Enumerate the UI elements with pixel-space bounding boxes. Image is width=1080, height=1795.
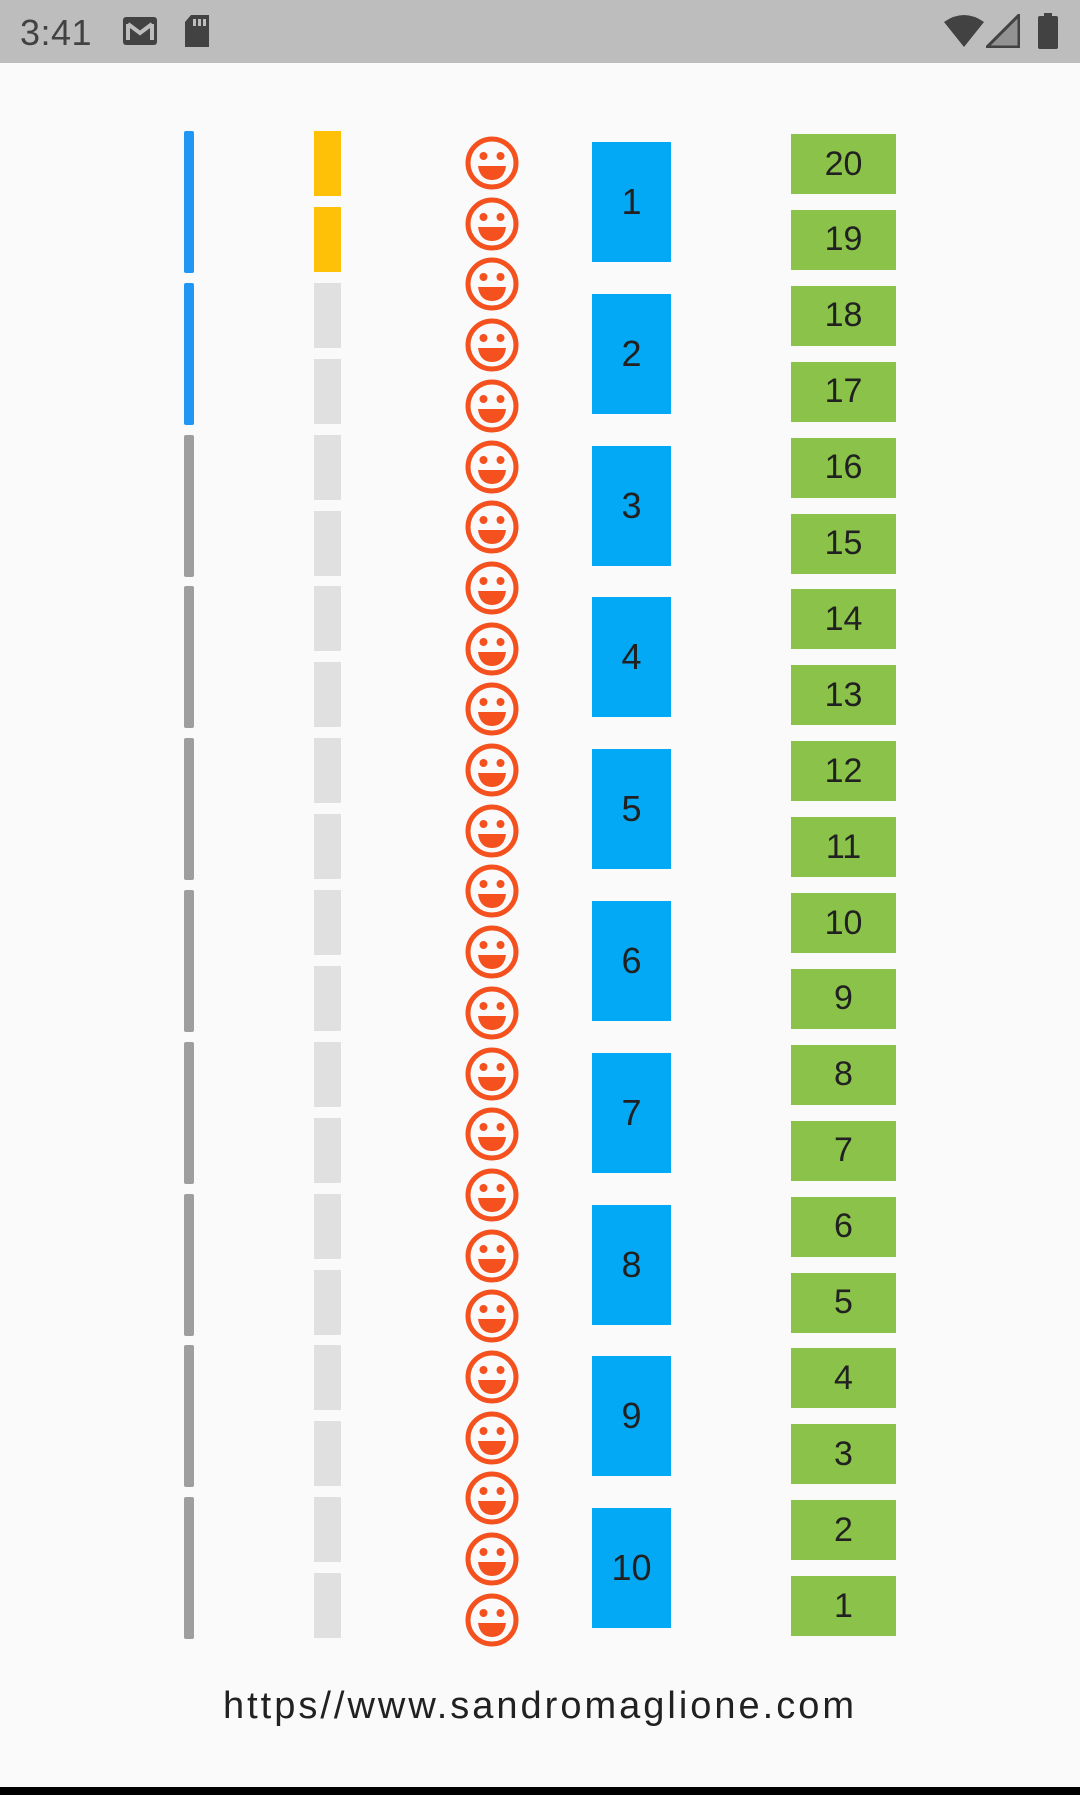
blue-box: 3	[592, 445, 671, 566]
green-box: 4	[791, 1348, 896, 1409]
step-segment	[314, 510, 341, 576]
smiley-icon	[465, 925, 519, 979]
smiley-icon	[465, 1471, 519, 1525]
smiley-icon	[465, 1532, 519, 1586]
progress-segment	[184, 434, 194, 577]
footer-url[interactable]: https//www.sandromaglione.com	[222, 1685, 858, 1727]
green-box: 7	[791, 1120, 896, 1181]
step-segment	[314, 738, 341, 804]
sd-card-icon	[185, 15, 209, 47]
smiley-icon	[465, 440, 519, 493]
smiley-icon	[465, 1593, 519, 1647]
progress-segment	[184, 738, 194, 881]
green-box: 9	[791, 968, 896, 1029]
green-box: 16	[791, 437, 896, 498]
step-segment	[314, 890, 341, 955]
gmail-icon	[123, 17, 157, 45]
green-box: 6	[791, 1196, 896, 1257]
progress-segment	[184, 1345, 194, 1488]
green-box: 3	[791, 1424, 896, 1485]
progress-segment	[184, 586, 194, 729]
smiley-icon	[465, 622, 519, 676]
smiley-icon	[465, 1289, 519, 1343]
step-segment	[314, 1421, 341, 1487]
step-segment	[314, 1497, 341, 1563]
smiley-icon	[465, 318, 519, 372]
smiley-icon	[465, 379, 519, 433]
smiley-icon	[465, 257, 519, 311]
blue-box: 2	[592, 293, 671, 414]
blue-box: 4	[592, 597, 671, 718]
step-segment	[314, 358, 341, 424]
smiley-icon	[465, 136, 519, 190]
blue-box: 6	[592, 901, 671, 1021]
green-box: 12	[791, 741, 896, 802]
smiley-icon	[465, 986, 519, 1040]
navigation-bar	[0, 1787, 1080, 1795]
green-box: 20	[791, 134, 896, 194]
progress-segment	[184, 131, 194, 273]
smiley-icon	[465, 1229, 519, 1283]
smiley-icon	[465, 1107, 519, 1161]
progress-segment	[184, 1497, 194, 1640]
smiley-icon	[465, 804, 519, 858]
green-box: 13	[791, 665, 896, 726]
green-box: 2	[791, 1500, 896, 1561]
green-box: 19	[791, 209, 896, 270]
smiley-icon	[465, 1168, 519, 1222]
green-box: 8	[791, 1044, 896, 1105]
smiley-icon	[465, 864, 519, 918]
smiley-icon	[465, 561, 519, 615]
green-box: 17	[791, 361, 896, 422]
step-segment	[314, 1573, 341, 1639]
wifi-icon	[944, 15, 984, 47]
smiley-icon	[465, 743, 519, 797]
step-segment	[314, 1117, 341, 1183]
smiley-icon	[465, 197, 519, 251]
green-box: 18	[791, 285, 896, 346]
green-box: 5	[791, 1272, 896, 1333]
status-time: 3:41	[20, 12, 93, 53]
step-segment	[314, 1193, 341, 1259]
blue-box: 10	[592, 1508, 671, 1629]
green-box: 1	[791, 1576, 896, 1637]
blue-box: 8	[592, 1204, 671, 1325]
blue-box: 7	[592, 1052, 671, 1173]
green-box: 10	[791, 893, 896, 953]
step-segment	[314, 1345, 341, 1411]
green-box: 14	[791, 589, 896, 650]
smiley-icon	[465, 1411, 519, 1465]
blue-box: 9	[592, 1356, 671, 1477]
signal-icon	[986, 14, 1020, 48]
step-segment	[314, 282, 341, 348]
progress-segment	[184, 282, 194, 425]
smiley-icon	[465, 682, 519, 736]
green-box: 11	[791, 817, 896, 878]
progress-segment	[184, 1193, 194, 1336]
step-segment	[314, 434, 341, 500]
step-segment	[314, 206, 341, 272]
battery-icon	[1038, 13, 1058, 49]
smiley-icon	[465, 1047, 519, 1100]
status-bar: 3:41	[0, 0, 1080, 63]
step-segment	[314, 586, 341, 652]
smiley-icon	[465, 1350, 519, 1404]
blue-box: 5	[592, 749, 671, 870]
step-segment	[314, 1041, 341, 1107]
step-segment	[314, 131, 341, 196]
green-box: 15	[791, 513, 896, 574]
step-segment	[314, 965, 341, 1031]
progress-segment	[184, 890, 194, 1032]
smiley-icon	[465, 500, 519, 554]
step-segment	[314, 814, 341, 880]
progress-segment	[184, 1041, 194, 1184]
step-segment	[314, 1269, 341, 1335]
step-segment	[314, 662, 341, 728]
blue-box: 1	[592, 142, 671, 262]
